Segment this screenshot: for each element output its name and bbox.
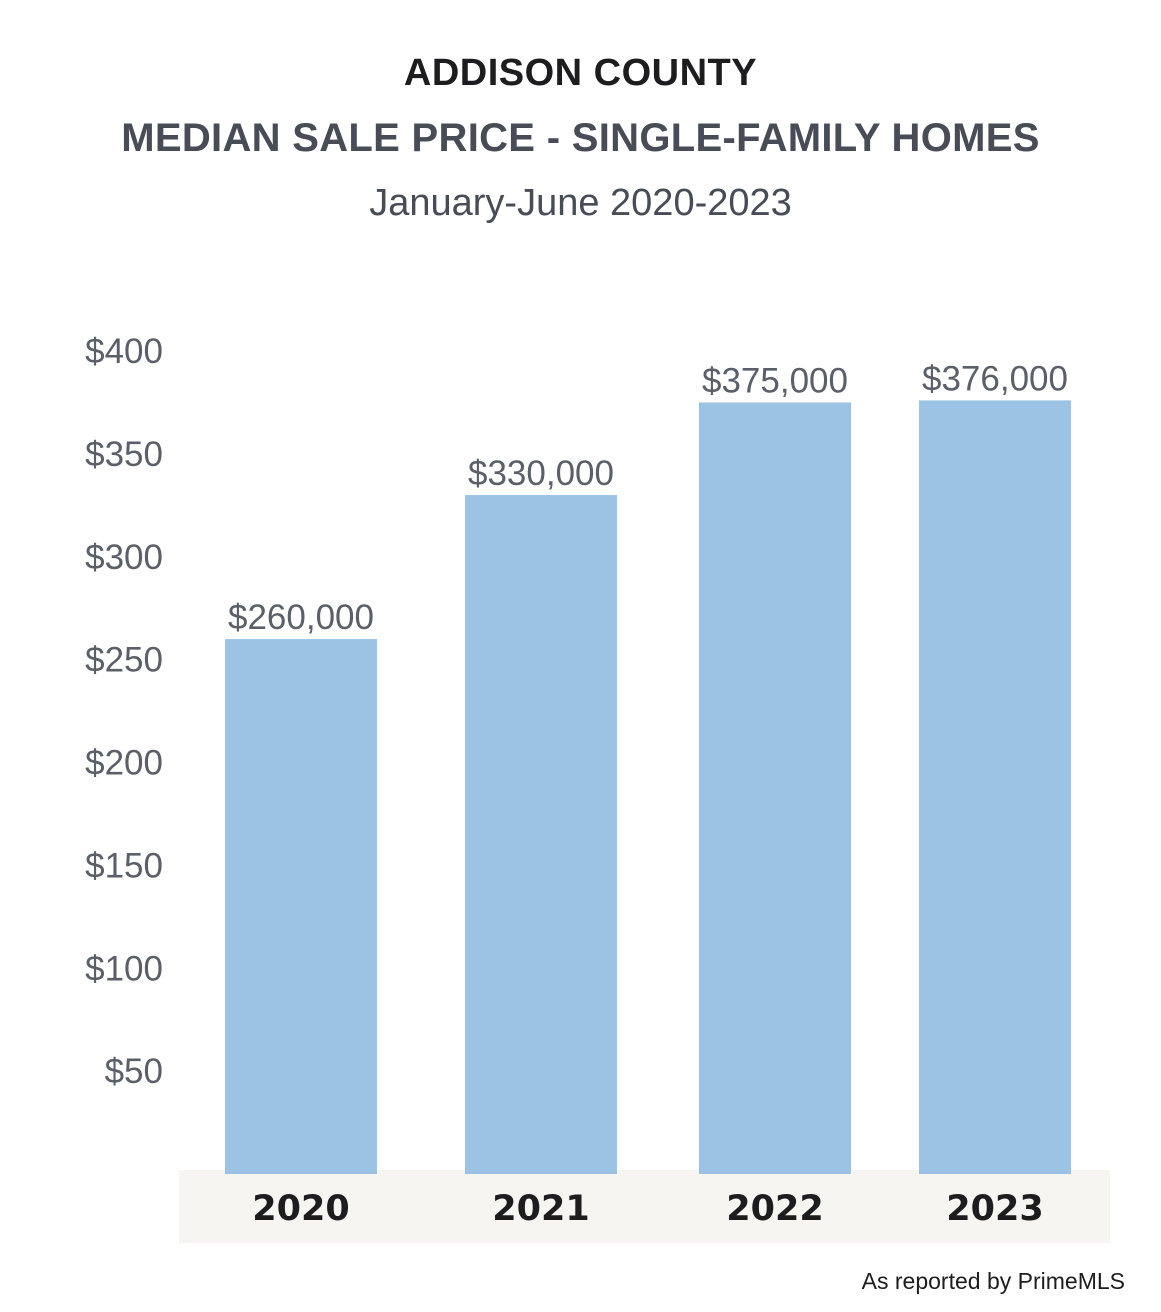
x-tick-label: 2022	[726, 1189, 823, 1229]
bar-value-label: $260,000	[228, 598, 374, 637]
bar-2020	[225, 639, 377, 1174]
chart-date-range: January-June 2020-2023	[369, 182, 792, 224]
y-tick-label: $50	[105, 1052, 163, 1091]
y-tick-label: $300	[85, 538, 163, 577]
bar-2022	[699, 402, 851, 1174]
y-tick-label: $100	[85, 949, 163, 988]
x-tick-label: 2023	[946, 1189, 1043, 1229]
bar-value-label: $375,000	[702, 361, 848, 400]
source-note: As reported by PrimeMLS	[861, 1268, 1125, 1294]
chart-subtitle: MEDIAN SALE PRICE - SINGLE-FAMILY HOMES	[121, 116, 1040, 160]
y-tick-label: $200	[85, 744, 163, 783]
y-tick-label: $250	[85, 641, 163, 680]
y-tick-label: $350	[85, 435, 163, 474]
x-tick-label: 2021	[492, 1189, 589, 1229]
bar-2021	[465, 495, 617, 1174]
x-tick-label: 2020	[252, 1189, 349, 1229]
bar-2023	[919, 400, 1071, 1174]
y-tick-label: $400	[85, 332, 163, 371]
bar-value-label: $376,000	[922, 359, 1068, 398]
x-axis-band	[179, 1170, 1110, 1243]
y-tick-label: $150	[85, 846, 163, 885]
chart-title: ADDISON COUNTY	[403, 52, 758, 94]
bar-value-label: $330,000	[468, 454, 614, 493]
